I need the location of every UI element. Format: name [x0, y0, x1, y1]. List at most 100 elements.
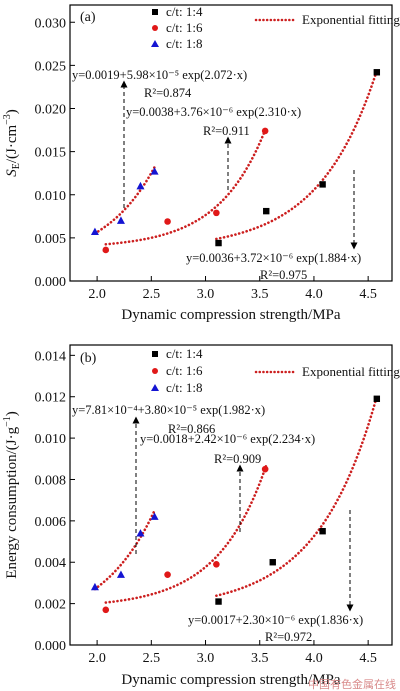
fit-curves: [93, 69, 379, 246]
y-tick-label: 0.015: [35, 146, 67, 161]
y-tick-label: 0.008: [35, 473, 67, 488]
data-point: [215, 598, 222, 605]
fit-r2-1-4: R²=0.972: [265, 630, 312, 644]
fit-curve: [104, 464, 268, 604]
y-axis-title-close: ): [4, 411, 20, 416]
fit-curve: [215, 69, 379, 241]
x-tick-label: 4.5: [359, 651, 377, 666]
data-point: [263, 207, 270, 215]
fit-equation-1-8: y=7.81×10⁻⁴+3.80×10⁻⁵ exp(1.982·x): [72, 403, 265, 417]
fit-r2-1-6: R²=0.911: [203, 124, 250, 138]
y-tick-label: 0.030: [35, 16, 67, 31]
y-tick-label: 0.014: [35, 349, 67, 364]
fit-equation-1-4: y=0.0036+3.72×10⁻⁶ exp(1.884·x): [186, 251, 361, 265]
y-axis-title-subscript: E: [11, 163, 22, 169]
x-axis-title: Dynamic compression strength/MPa: [121, 672, 340, 688]
y-tick-label: 0.000: [35, 639, 67, 654]
data-points: [90, 69, 381, 254]
legend-marker-square: [152, 9, 158, 15]
data-point: [213, 209, 220, 217]
legend-label-1-8: c/t: 1:8: [166, 380, 202, 395]
chart-panel-a: (a) c/t: 1:4 c/t: 1:6 c/t: 1:8 Exponenti…: [2, 4, 400, 323]
data-point: [150, 512, 159, 520]
data-point: [90, 227, 99, 236]
legend: c/t: 1:4 c/t: 1:6 c/t: 1:8 Exponential f…: [151, 4, 400, 51]
legend-marker-square: [152, 351, 158, 357]
x-tick-label: 3.0: [197, 287, 215, 302]
data-point: [116, 216, 125, 224]
legend-marker-triangle: [151, 384, 159, 391]
fit-curve: [93, 509, 156, 591]
fit-curve: [215, 395, 379, 598]
fit-equation-1-4: y=0.0017+2.30×10⁻⁶ exp(1.836·x): [188, 613, 363, 627]
tick-labels: 2.0 2.5 3.0 3.5 4.0 4.5 0.000 0.002 0.004 0.006 0.…: [35, 349, 377, 666]
data-point: [373, 395, 381, 402]
plot-frame: [69, 344, 393, 646]
fit-r2-1-8: R²=0.866: [168, 422, 215, 436]
data-point: [164, 218, 171, 225]
y-tick-label: 0.005: [35, 232, 67, 247]
tick-labels: 2.0 2.5 3.0 3.5 4.0 4.5 0.000 0.005 0.010 0.015 0.…: [35, 16, 377, 302]
legend-label-1-4: c/t: 1:4: [166, 4, 203, 19]
data-points: [90, 395, 381, 614]
watermark: 中国有色金属在线: [308, 677, 396, 691]
data-point: [164, 571, 171, 578]
y-tick-label: 0.010: [35, 432, 67, 447]
data-point: [116, 570, 125, 578]
fit-curve: [104, 126, 268, 246]
fit-r2-1-6: R²=0.909: [214, 452, 261, 466]
x-tick-label: 4.0: [305, 651, 323, 666]
data-point: [319, 528, 326, 535]
data-point: [373, 69, 381, 76]
x-tick-label: 4.5: [359, 287, 377, 302]
y-tick-label: 0.020: [35, 103, 67, 118]
y-tick-label: 0.012: [35, 391, 67, 406]
chart-panel-b: (b) c/t: 1:4 c/t: 1:6 c/t: 1:8 Exponenti…: [2, 344, 400, 688]
fit-curve: [93, 165, 156, 235]
y-tick-label: 0.000: [35, 275, 67, 290]
fit-r2-1-4: R²=0.975: [260, 268, 307, 282]
data-point: [261, 465, 269, 473]
x-tick-label: 3.5: [251, 651, 269, 666]
y-axis-title-close: ): [4, 109, 20, 114]
data-point: [269, 559, 276, 566]
data-point: [261, 127, 269, 135]
data-point: [213, 561, 220, 568]
data-point: [215, 239, 222, 247]
x-axis-title: Dynamic compression strength/MPa: [121, 307, 340, 323]
x-tick-label: 4.0: [305, 287, 323, 302]
data-point: [102, 246, 110, 254]
panel-label: (b): [80, 351, 97, 366]
plot-frame: [69, 4, 393, 282]
legend-label-fit: Exponential fitting: [302, 12, 400, 27]
data-point: [102, 606, 110, 614]
y-tick-label: 0.002: [35, 598, 67, 613]
axis-ticks: [70, 21, 369, 282]
legend-label-1-6: c/t: 1:6: [166, 20, 203, 35]
axis-ticks: [70, 354, 369, 646]
data-point: [319, 181, 326, 188]
y-tick-label: 0.025: [35, 59, 67, 74]
panel-label: (a): [80, 10, 96, 25]
fit-curves: [93, 395, 379, 604]
y-tick-label: 0.010: [35, 189, 67, 204]
data-point: [136, 181, 145, 190]
x-tick-label: 2.0: [88, 651, 106, 666]
fit-r2-1-8: R²=0.874: [144, 86, 192, 100]
y-axis-title-exponent: −1: [2, 416, 13, 427]
x-tick-label: 3.5: [251, 287, 269, 302]
data-point: [150, 167, 159, 175]
y-axis-title: SE/(J·cm−3): [2, 109, 22, 177]
legend-label-1-6: c/t: 1:6: [166, 363, 203, 378]
legend: c/t: 1:4 c/t: 1:6 c/t: 1:8 Exponential f…: [151, 346, 400, 395]
y-axis-title-symbol: S: [4, 169, 20, 177]
x-tick-label: 2.0: [88, 287, 106, 302]
y-tick-label: 0.004: [35, 556, 67, 571]
legend-marker-circle: [152, 25, 158, 31]
data-point: [90, 582, 99, 591]
legend-marker-circle: [152, 368, 158, 374]
y-axis-title: Energy consumption/(J·g−1): [2, 411, 20, 578]
legend-label-fit: Exponential fitting: [302, 364, 400, 379]
y-axis-title-text: Energy consumption/(J·g: [4, 426, 20, 578]
legend-label-1-8: c/t: 1:8: [166, 36, 202, 51]
